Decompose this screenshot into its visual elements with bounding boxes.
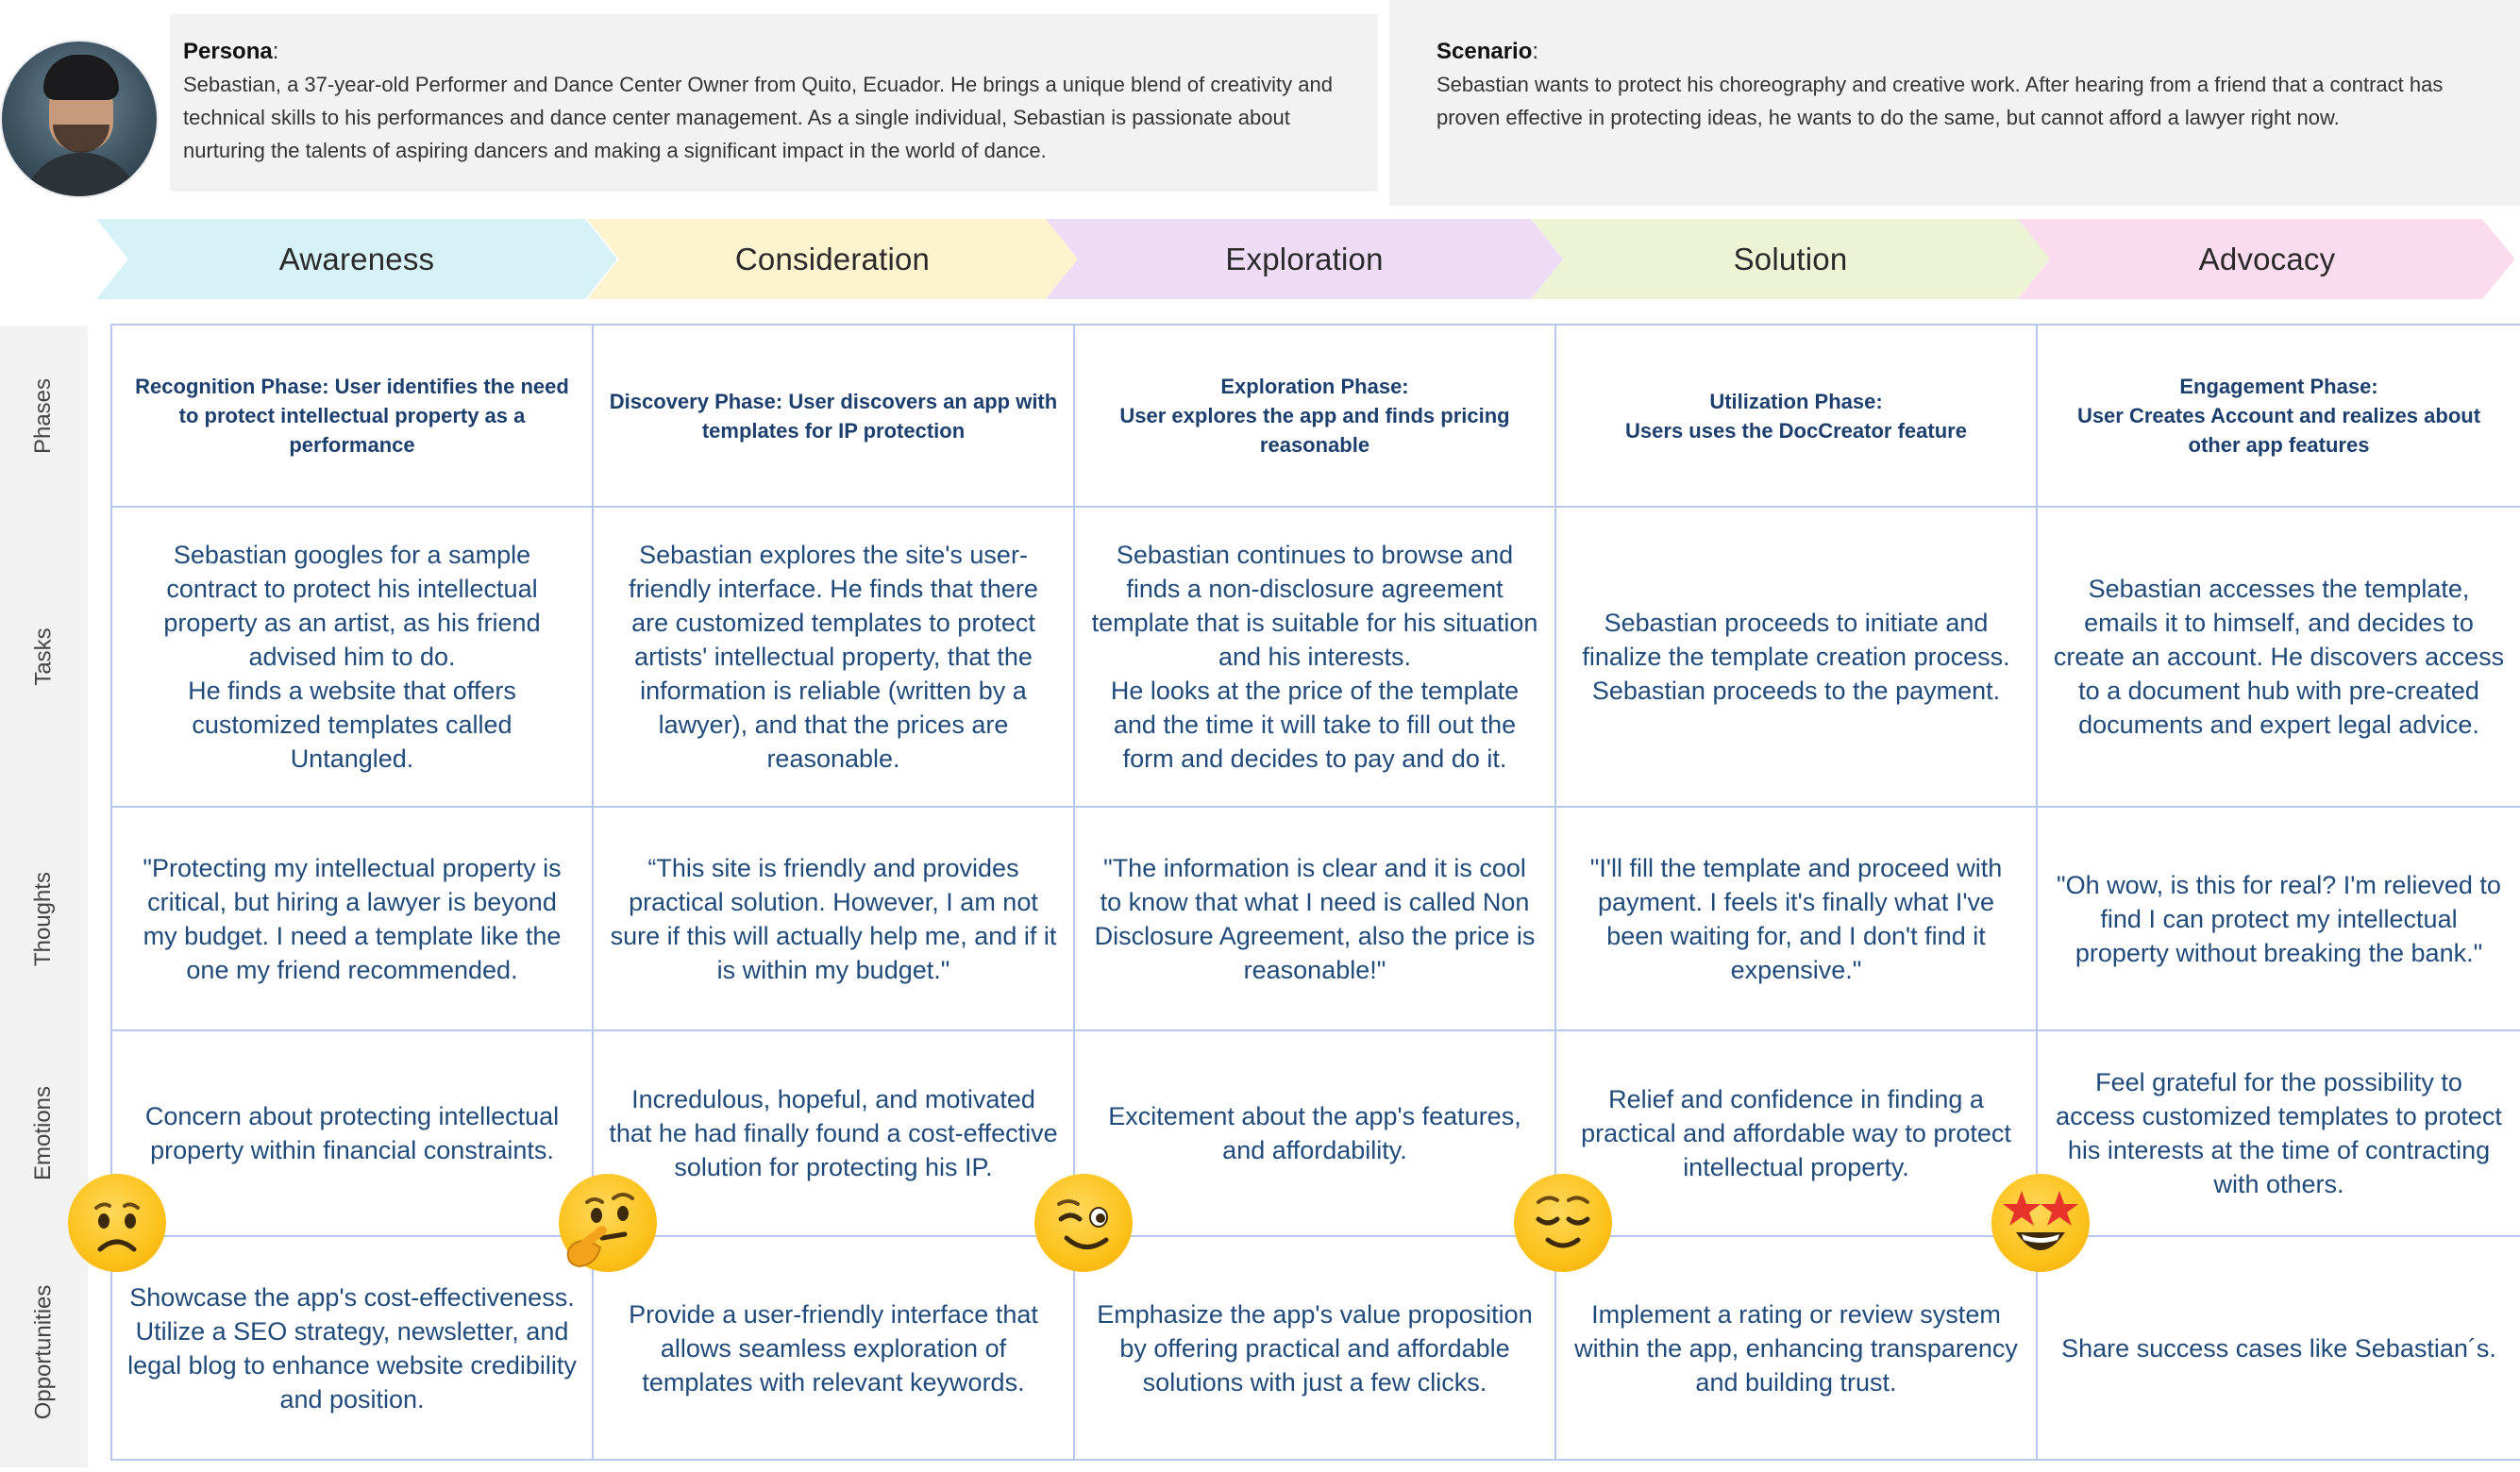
chevron-arrows	[96, 219, 2515, 299]
chevron-consideration	[587, 219, 1078, 299]
row-label-thoughts: Thoughts	[30, 871, 57, 966]
thought-cell-exploration: "The information is clear and it is cool…	[1094, 853, 1536, 984]
emotion-cell-awareness: Concern about protecting intellectual pr…	[144, 1102, 560, 1164]
worried-face-icon	[68, 1174, 166, 1272]
opportunity-cell-advocacy: Share success cases like Sebastian´s.	[2061, 1333, 2496, 1363]
chevron-advocacy	[2018, 219, 2515, 299]
scenario-box: Scenario: Sebastian wants to protect his…	[1389, 0, 2520, 206]
task-cell-consideration: Sebastian explores the site's user-frien…	[629, 541, 1038, 773]
stage-label-awareness: Awareness	[278, 241, 435, 276]
stage-label-consideration: Consideration	[734, 241, 931, 276]
stage-label-solution: Solution	[1733, 241, 1848, 276]
grid-line	[1554, 324, 1556, 1461]
grid-line	[110, 806, 2520, 808]
emotion-cell-exploration: Excitement about the app's features, and…	[1108, 1102, 1521, 1164]
grid-line	[110, 1029, 2520, 1031]
phase-cell-awareness: Recognition Phase: User identifies the n…	[135, 375, 569, 457]
grid-line	[2036, 324, 2038, 1461]
opportunity-cell-consideration: Provide a user-friendly interface that a…	[629, 1299, 1038, 1397]
thinking-face-icon	[559, 1174, 657, 1272]
stage-label-advocacy: Advocacy	[2198, 241, 2336, 276]
relieved-face-icon	[1514, 1174, 1612, 1272]
grid-line	[110, 324, 2520, 326]
chevron-exploration	[1046, 219, 1563, 299]
row-label-strip	[0, 326, 88, 1467]
thought-cell-consideration: “This site is friendly and provides prac…	[610, 853, 1057, 984]
grid-line	[592, 324, 594, 1461]
thought-cell-awareness: "Protecting my intellectual property is …	[143, 853, 562, 984]
opportunity-cell-solution: Implement a rating or review system with…	[1574, 1299, 2018, 1397]
thought-cell-solution: "I'll fill the template and proceed with…	[1589, 853, 2003, 984]
persona-avatar	[0, 40, 159, 198]
grid-line	[110, 324, 112, 1461]
grid-line	[110, 1235, 2520, 1237]
scenario-title: Scenario	[1436, 39, 1533, 64]
phase-cell-solution: Utilization Phase: Users uses the DocCrea…	[1625, 389, 1967, 443]
task-cell-awareness: Sebastian googles for a sample contract …	[163, 541, 541, 773]
task-cell-exploration: Sebastian continues to browse and finds …	[1091, 541, 1538, 773]
grid-line	[1073, 324, 1075, 1461]
persona-text: Sebastian, a 37-year-old Performer and D…	[183, 73, 1333, 162]
chevron-solution	[1531, 219, 2050, 299]
emotion-cell-consideration: Incredulous, hopeful, and motivated that…	[609, 1085, 1058, 1181]
row-label-tasks: Tasks	[30, 627, 57, 686]
task-cell-advocacy: Sebastian accesses the template, emails …	[2053, 575, 2505, 739]
grid-line	[110, 1459, 2520, 1461]
task-cell-solution: Sebastian proceeds to initiate and final…	[1582, 609, 2010, 705]
stage-label-exploration: Exploration	[1225, 241, 1384, 276]
phase-cell-advocacy: Engagement Phase: User Creates Account an…	[2076, 375, 2481, 457]
star-struck-face-icon	[1991, 1174, 2090, 1272]
emotion-cell-solution: Relief and confidence in finding a pract…	[1581, 1085, 2011, 1181]
scenario-text: Sebastian wants to protect his choreogra…	[1436, 73, 2444, 129]
opportunity-cell-exploration: Emphasize the app's value proposition by…	[1097, 1299, 1533, 1397]
phase-cell-consideration: Discovery Phase: User discovers an app w…	[609, 389, 1058, 443]
persona-box: Persona: Sebastian, a 37-year-old Perfor…	[170, 14, 1378, 192]
row-label-phases: Phases	[30, 377, 57, 455]
phase-cell-exploration: Exploration Phase: User explores the app …	[1119, 375, 1510, 457]
thought-cell-advocacy: "Oh wow, is this for real? I'm relieved …	[2057, 870, 2501, 967]
persona-title: Persona	[183, 39, 273, 64]
winking-face-icon	[1034, 1174, 1133, 1272]
emotion-cell-advocacy: Feel grateful for the possibility to acc…	[2056, 1068, 2502, 1198]
chevron-awareness	[96, 219, 617, 299]
grid-line	[110, 506, 2520, 508]
stage-chevrons: Awareness Consideration Exploration Solu…	[0, 219, 2520, 299]
opportunity-cell-awareness: Showcase the app's cost-effectiveness. U…	[127, 1282, 577, 1413]
